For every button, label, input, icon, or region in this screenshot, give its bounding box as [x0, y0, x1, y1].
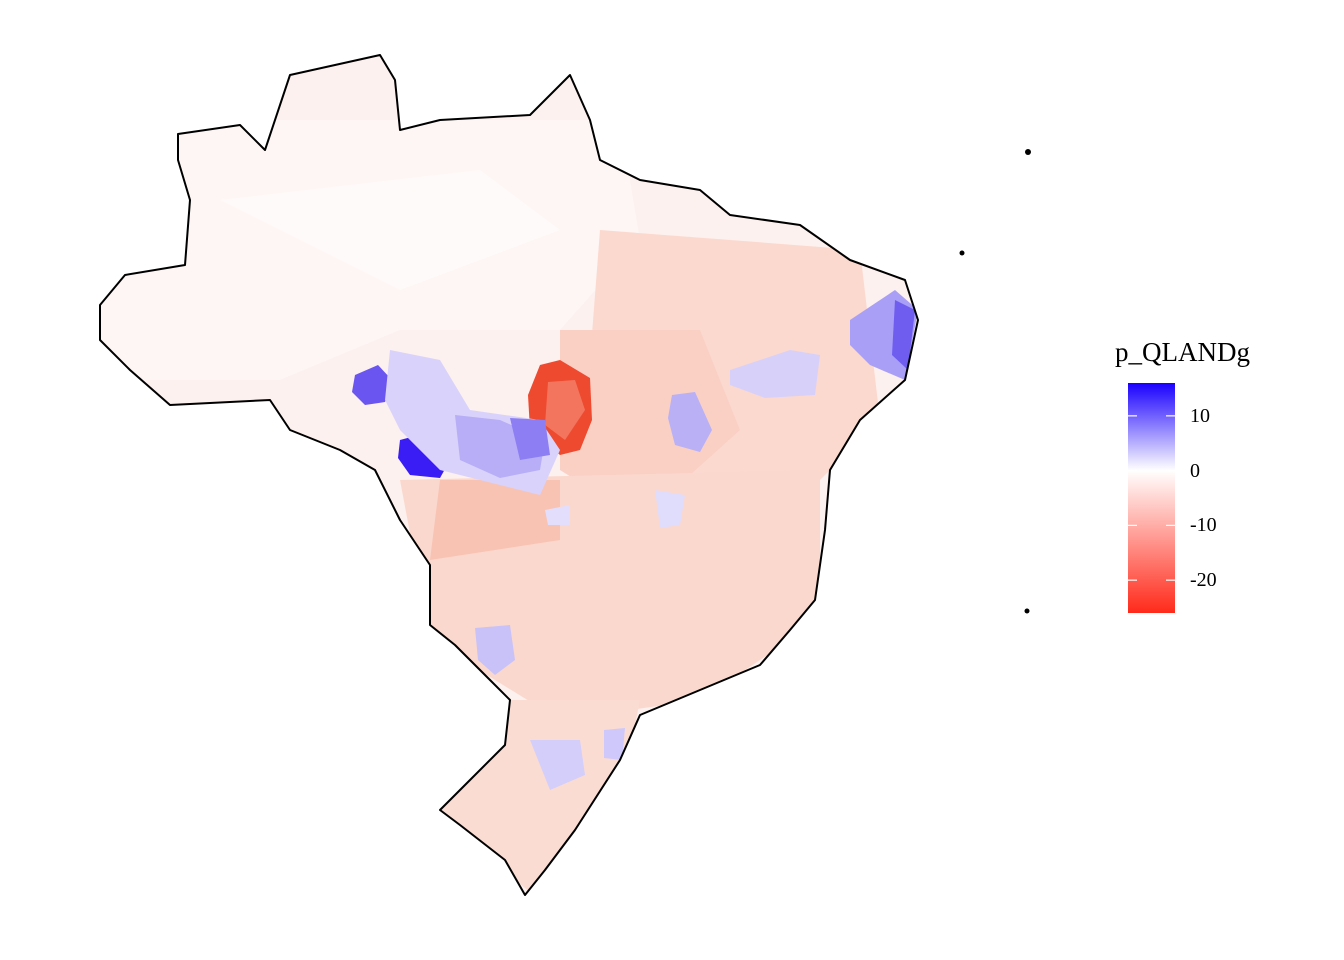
hotspot-blue-west: [352, 365, 392, 405]
region-blue-piaui: [730, 350, 820, 398]
colorbar-ticks: [1128, 415, 1175, 581]
region-blue-ms: [475, 625, 515, 675]
legend-tick-label: -20: [1190, 569, 1217, 592]
region-southwest-red: [430, 480, 560, 560]
region-blue-sc: [604, 728, 625, 760]
legend-tick-label: 10: [1190, 404, 1210, 427]
brazil-outline: [99, 54, 919, 896]
hotspot-blue-mt: [510, 418, 550, 460]
region-fills: [100, 120, 918, 895]
island-marker: [1025, 149, 1031, 155]
region-central-red: [560, 330, 740, 520]
hotspot-red-inner: [545, 380, 585, 440]
region-blue-parana: [530, 740, 585, 790]
legend-tick-label: -10: [1190, 514, 1217, 537]
legend-title: p_QLANDg: [1115, 337, 1250, 367]
hotspot-blue-east-coast: [892, 300, 915, 370]
region-blue-sp: [545, 505, 570, 525]
colorbar-gradient: [1128, 383, 1175, 613]
legend-colorbar: [1128, 383, 1175, 613]
legend-tick-label: 0: [1190, 459, 1200, 482]
island-marker: [1024, 608, 1030, 614]
region-north-center: [220, 170, 560, 290]
brazil-map-group: [99, 54, 1031, 896]
region-blue-tocantins: [668, 392, 712, 452]
region-blue-goias: [655, 490, 685, 528]
island-marker: [959, 250, 965, 256]
